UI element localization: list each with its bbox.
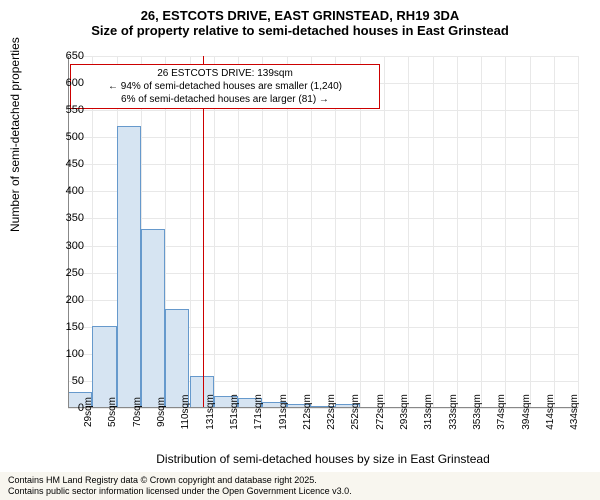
y-tick-label: 250: [44, 267, 84, 279]
histogram-bar: [92, 326, 116, 408]
y-tick-label: 550: [44, 104, 84, 116]
x-tick-label: 110sqm: [180, 395, 191, 430]
y-gridline: [68, 164, 578, 165]
x-tick-label: 414sqm: [545, 394, 556, 430]
x-gridline: [408, 56, 409, 408]
y-tick-label: 50: [44, 375, 84, 387]
x-gridline: [530, 56, 531, 408]
footer-line-2: Contains public sector information licen…: [8, 486, 592, 497]
y-tick-label: 600: [44, 77, 84, 89]
x-tick-label: 232sqm: [326, 394, 337, 430]
histogram-bar: [165, 309, 189, 408]
x-tick-label: 50sqm: [107, 397, 118, 427]
histogram-bar: [141, 229, 165, 408]
annotation-line-1: 26 ESTCOTS DRIVE: 139sqm: [75, 67, 375, 80]
x-gridline: [505, 56, 506, 408]
y-tick-label: 350: [44, 212, 84, 224]
x-tick-label: 131sqm: [205, 394, 216, 430]
x-tick-label: 70sqm: [132, 397, 143, 427]
annotation-callout: 26 ESTCOTS DRIVE: 139sqm← 94% of semi-de…: [70, 64, 380, 109]
y-tick-label: 300: [44, 240, 84, 252]
plot-background: 26 ESTCOTS DRIVE: 139sqm← 94% of semi-de…: [68, 56, 578, 408]
y-gridline: [68, 56, 578, 57]
x-tick-label: 434sqm: [569, 394, 580, 430]
chart-title-sub: Size of property relative to semi-detach…: [20, 23, 580, 38]
x-tick-label: 272sqm: [375, 394, 386, 430]
x-tick-label: 252sqm: [350, 394, 361, 430]
y-tick-label: 650: [44, 50, 84, 62]
y-gridline: [68, 218, 578, 219]
y-tick-label: 450: [44, 158, 84, 170]
x-gridline: [433, 56, 434, 408]
x-tick-label: 293sqm: [399, 394, 410, 430]
y-axis-label: Number of semi-detached properties: [8, 37, 22, 232]
x-gridline: [457, 56, 458, 408]
x-tick-label: 374sqm: [496, 394, 507, 430]
histogram-bar: [117, 126, 141, 408]
x-tick-label: 313sqm: [423, 394, 434, 430]
y-tick-label: 400: [44, 185, 84, 197]
x-tick-label: 394sqm: [521, 394, 532, 430]
x-tick-label: 90sqm: [156, 397, 167, 427]
x-axis-label: Distribution of semi-detached houses by …: [68, 452, 578, 466]
x-tick-label: 171sqm: [253, 394, 264, 430]
x-tick-label: 333sqm: [448, 394, 459, 430]
chart-title-main: 26, ESTCOTS DRIVE, EAST GRINSTEAD, RH19 …: [20, 8, 580, 23]
x-gridline: [578, 56, 579, 408]
y-gridline: [68, 137, 578, 138]
x-tick-label: 151sqm: [229, 394, 240, 430]
y-tick-label: 500: [44, 131, 84, 143]
x-tick-label: 353sqm: [472, 394, 483, 430]
y-tick-label: 200: [44, 294, 84, 306]
y-gridline: [68, 191, 578, 192]
x-gridline: [481, 56, 482, 408]
footer-line-1: Contains HM Land Registry data © Crown c…: [8, 475, 592, 486]
x-tick-label: 191sqm: [278, 394, 289, 430]
y-tick-label: 100: [44, 348, 84, 360]
footer-attribution: Contains HM Land Registry data © Crown c…: [0, 472, 600, 500]
x-gridline: [384, 56, 385, 408]
x-tick-label: 29sqm: [83, 397, 94, 427]
y-tick-label: 150: [44, 321, 84, 333]
annotation-line-2: ← 94% of semi-detached houses are smalle…: [75, 80, 375, 93]
y-gridline: [68, 110, 578, 111]
chart-plot-area: 26 ESTCOTS DRIVE: 139sqm← 94% of semi-de…: [68, 56, 578, 408]
x-gridline: [554, 56, 555, 408]
y-tick-label: 0: [44, 402, 84, 414]
x-tick-label: 212sqm: [302, 394, 313, 430]
annotation-line-3: 6% of semi-detached houses are larger (8…: [75, 93, 375, 106]
